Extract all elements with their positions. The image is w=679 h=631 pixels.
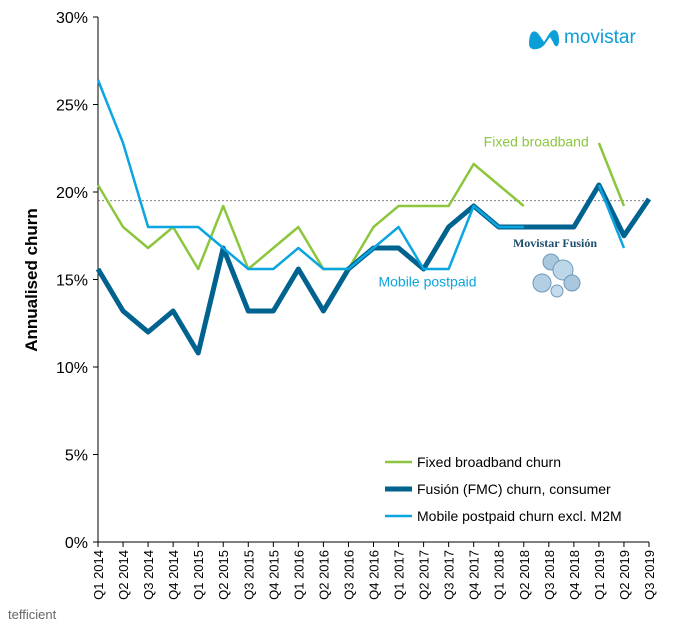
x-tick-label: Q1 2019 [592, 550, 607, 600]
series-lines [95, 79, 652, 356]
x-tick-label: Q1 2015 [191, 550, 206, 600]
x-tick-label: Q2 2014 [116, 550, 131, 600]
legend-label: Fixed broadband churn [417, 454, 561, 470]
x-tick-label: Q2 2016 [316, 550, 331, 600]
x-tick-label: Q3 2016 [341, 550, 356, 600]
x-tick-label: Q2 2019 [617, 550, 632, 600]
x-tick-label: Q2 2015 [216, 550, 231, 600]
x-tick-label: Q1 2014 [91, 550, 106, 600]
y-tick-label: 30% [56, 10, 88, 27]
series-line-0 [96, 162, 525, 271]
y-tick-label: 25% [56, 98, 88, 115]
legend-label: Mobile postpaid churn excl. M2M [417, 508, 622, 524]
y-axis-ticks: 0% 5% 10% 15% 20% 25% 30% [56, 10, 98, 552]
series-annotations: Fixed broadband Mobile postpaid [378, 134, 588, 290]
x-tick-label: Q4 2015 [266, 550, 281, 600]
x-tick-label: Q1 2018 [492, 550, 507, 600]
y-tick-label: 0% [65, 535, 88, 552]
x-tick-label: Q3 2014 [141, 550, 156, 600]
x-tick-label: Q2 2017 [417, 550, 432, 600]
brand-name: movistar [564, 27, 636, 48]
tefficient-watermark: tefficient [8, 607, 57, 622]
series-annotation: Mobile postpaid [378, 274, 476, 290]
x-tick-label: Q4 2017 [467, 550, 482, 600]
x-tick-label: Q3 2019 [642, 550, 657, 600]
fusion-badge-label: Movistar Fusión [513, 236, 597, 250]
series-line-0 [597, 142, 626, 207]
x-tick-label: Q1 2017 [392, 550, 407, 600]
y-tick-label: 20% [56, 185, 88, 202]
x-tick-label: Q1 2016 [291, 550, 306, 600]
bubbles-icon [532, 253, 581, 298]
x-tick-label: Q4 2018 [567, 550, 582, 600]
x-tick-label: Q4 2014 [166, 550, 181, 600]
y-tick-label: 10% [56, 360, 88, 377]
movistar-m-icon [529, 30, 559, 50]
y-tick-label: 15% [56, 273, 88, 290]
fusion-badge: Movistar Fusión [513, 236, 597, 298]
x-tick-label: Q3 2017 [442, 550, 457, 600]
series-line-2 [96, 79, 524, 271]
series-annotation: Fixed broadband [484, 134, 589, 150]
x-tick-label: Q3 2018 [542, 550, 557, 600]
y-tick-label: 5% [65, 448, 88, 465]
x-tick-label: Q4 2016 [367, 550, 382, 600]
series-line-2 [597, 184, 626, 249]
movistar-logo: movistar [529, 27, 636, 50]
legend: Fixed broadband churn Fusión (FMC) churn,… [385, 454, 622, 524]
legend-label: Fusión (FMC) churn, consumer [417, 481, 611, 497]
x-tick-label: Q3 2015 [241, 550, 256, 600]
x-axis-ticks: Q1 2014 Q2 2014 Q3 2014 Q4 2014 Q1 2015 Q2 20… [91, 542, 657, 600]
x-tick-label: Q2 2018 [517, 550, 532, 600]
y-axis-label: Annualised churn [22, 208, 41, 352]
